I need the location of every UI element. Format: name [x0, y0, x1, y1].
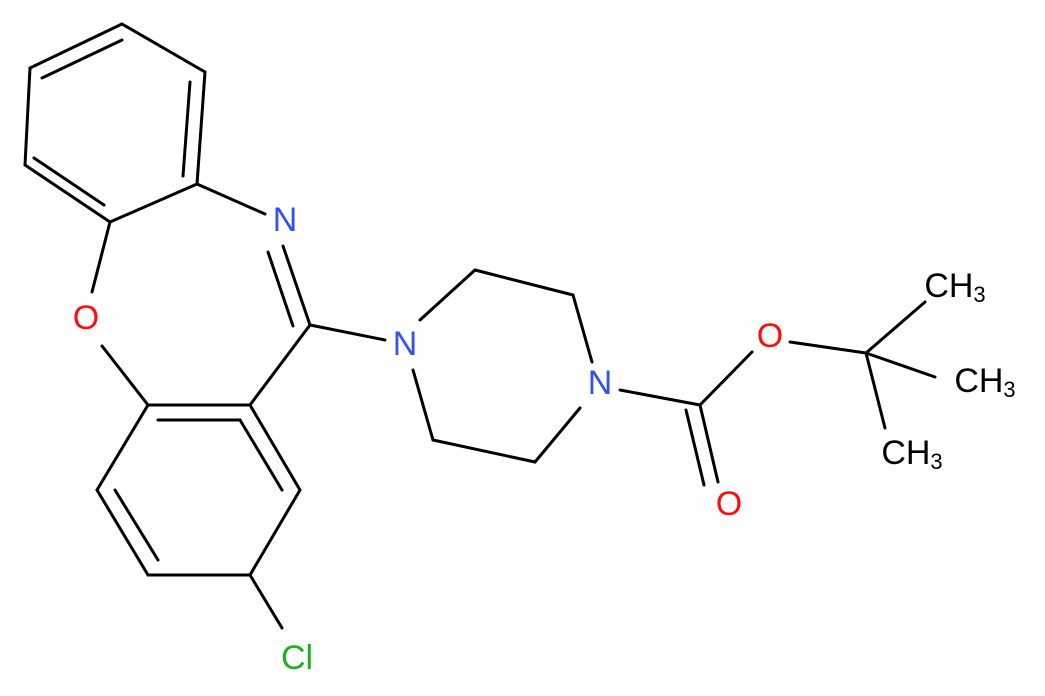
atom-subscript: 3 [930, 449, 942, 474]
atom-symbol: CH [924, 267, 973, 305]
atom-subscript: 3 [1003, 377, 1015, 402]
atom-label: N [273, 201, 298, 239]
atom-label: Cl [281, 639, 313, 677]
atom-label: O [73, 299, 99, 337]
atom-symbol: CH [881, 434, 930, 472]
atom-label: N [588, 364, 613, 402]
atom-label: O [757, 317, 783, 355]
atom-label: CH3 [924, 267, 985, 307]
bonds [23, 22, 937, 630]
atom-subscript: 3 [973, 282, 985, 307]
atom-label: N [393, 325, 418, 363]
atom-label: CH3 [881, 434, 942, 474]
atom-symbol: CH [954, 362, 1003, 400]
atom-label: CH3 [954, 362, 1015, 402]
atom-label: O [716, 485, 742, 523]
